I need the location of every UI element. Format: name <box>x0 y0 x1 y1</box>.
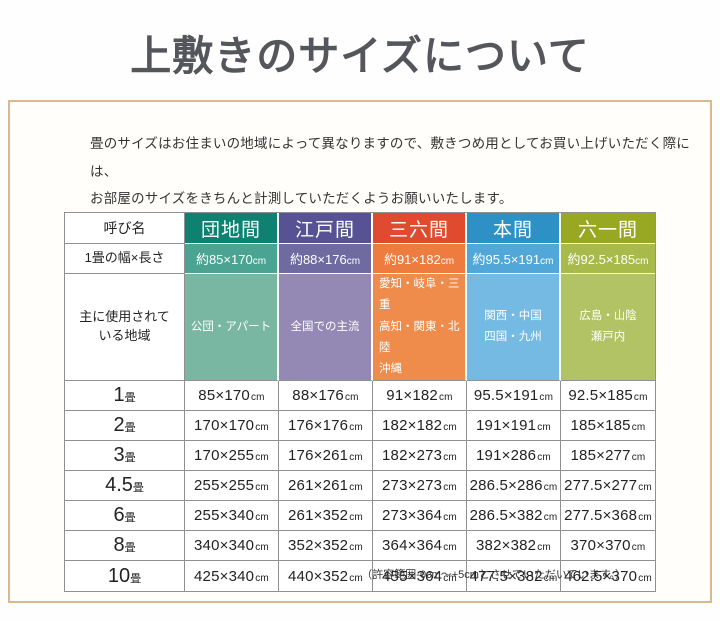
size-value-cell-6-2: 352×352cm <box>279 531 373 562</box>
regions-cell-2: 全国での主流 <box>279 274 373 382</box>
size-value-cell-2-5: 185×185cm <box>561 411 655 442</box>
size-value-cell-3-2: 176×261cm <box>279 441 373 472</box>
row-label-regions: 主に使用されて いる地域 <box>65 274 185 382</box>
mat-count-label-7: 10畳 <box>65 561 185 592</box>
size-value-cell-1-5: 92.5×185cm <box>561 381 655 412</box>
size-value-cell-5-3: 273×364cm <box>373 501 467 532</box>
size-value-cell-1-3: 91×182cm <box>373 381 467 412</box>
table-row: 10畳 425×340cm 440×352cm 455×364cm 477.5×382c… <box>65 561 655 592</box>
size-value-cell-5-4: 286.5×382cm <box>467 501 561 532</box>
size-value-cell-4-3: 273×273cm <box>373 471 467 502</box>
size-value-cell-6-4: 382×382cm <box>467 531 561 562</box>
approx-size-cell-2: 約88×176cm <box>279 244 373 274</box>
column-header-2: 江戸間 <box>279 213 373 244</box>
size-value-cell-1-4: 95.5×191cm <box>467 381 561 412</box>
size-value-cell-2-2: 176×176cm <box>279 411 373 442</box>
regions-cell-5: 広島・山陰 瀬戸内 <box>561 274 655 382</box>
size-value-cell-7-2: 440×352cm <box>279 561 373 592</box>
approx-size-cell-1: 約85×170cm <box>185 244 279 274</box>
approx-size-cell-3: 約91×182cm <box>373 244 467 274</box>
approx-size-cell-4: 約95.5×191cm <box>467 244 561 274</box>
size-value-cell-2-4: 191×191cm <box>467 411 561 442</box>
column-header-1: 団地間 <box>185 213 279 244</box>
size-value-cell-6-3: 364×364cm <box>373 531 467 562</box>
size-value-cell-7-4: 477.5×382cm <box>467 561 561 592</box>
row-label-width-length: 1畳の幅×長さ <box>65 244 185 274</box>
table-row: 4.5畳 255×255cm 261×261cm 273×273cm 286.5×286… <box>65 471 655 502</box>
table-row: 6畳 255×340cm 261×352cm 273×364cm 286.5×382cm… <box>65 501 655 532</box>
size-value-cell-6-1: 340×340cm <box>185 531 279 562</box>
table-row: 呼び名 団地間 江戸間 三六間 本間 六一間 <box>65 213 655 244</box>
size-value-cell-2-1: 170×170cm <box>185 411 279 442</box>
table-row: 2畳 170×170cm 176×176cm 182×182cm 191×191cm 18… <box>65 411 655 442</box>
mat-count-label-4: 4.5畳 <box>65 471 185 502</box>
table-row: 1畳の幅×長さ 約85×170cm 約88×176cm 約91×182cm 約95.5×… <box>65 244 655 274</box>
approx-size-cell-5: 約92.5×185cm <box>561 244 655 274</box>
size-value-cell-3-3: 182×273cm <box>373 441 467 472</box>
size-value-cell-5-5: 277.5×368cm <box>561 501 655 532</box>
mat-count-label-1: 1畳 <box>65 381 185 412</box>
table-row: 主に使用されて いる地域 公団・アパート 全国での主流 愛知・岐阜・三重 高知・関東・北陸… <box>65 274 655 382</box>
size-value-cell-3-1: 170×255cm <box>185 441 279 472</box>
column-header-3: 三六間 <box>373 213 467 244</box>
content-frame: 畳のサイズはお住まいの地域によって異なりますので、敷きつめ用としてお買い上げいた… <box>8 100 712 603</box>
size-value-cell-7-1: 425×340cm <box>185 561 279 592</box>
table-corner-label: 呼び名 <box>65 213 185 244</box>
size-value-cell-1-2: 88×176cm <box>279 381 373 412</box>
mat-count-label-6: 8畳 <box>65 531 185 562</box>
size-value-cell-4-5: 277.5×277cm <box>561 471 655 502</box>
size-value-cell-4-4: 286.5×286cm <box>467 471 561 502</box>
mat-count-label-3: 3畳 <box>65 441 185 472</box>
size-value-cell-6-5: 370×370cm <box>561 531 655 562</box>
size-value-cell-3-4: 191×286cm <box>467 441 561 472</box>
table-row: 8畳 340×340cm 352×352cm 364×364cm 382×382cm 37… <box>65 531 655 562</box>
size-value-cell-7-5: 462.5×370cm <box>561 561 655 592</box>
size-value-cell-4-2: 261×261cm <box>279 471 373 502</box>
regions-cell-3: 愛知・岐阜・三重 高知・関東・北陸 沖縄 <box>373 274 467 382</box>
tolerance-footnote: （許容範囲-0cm～+5cmとさせていただいています。） <box>361 569 626 581</box>
table-row: 1畳 85×170cm 88×176cm 91×182cm 95.5×191cm 92.5… <box>65 381 655 412</box>
intro-line-1: 畳のサイズはお住まいの地域によって異なりますので、敷きつめ用としてお買い上げいた… <box>90 136 690 179</box>
column-header-5: 六一間 <box>561 213 655 244</box>
intro-text: 畳のサイズはお住まいの地域によって異なりますので、敷きつめ用としてお買い上げいた… <box>90 130 710 213</box>
size-value-cell-1-1: 85×170cm <box>185 381 279 412</box>
mat-count-label-2: 2畳 <box>65 411 185 442</box>
size-value-cell-5-2: 261×352cm <box>279 501 373 532</box>
mat-count-label-5: 6畳 <box>65 501 185 532</box>
size-table: 呼び名 団地間 江戸間 三六間 本間 六一間 1畳の幅×長さ 約85×170cm 約88×176… <box>64 212 656 593</box>
table-row: 3畳 170×255cm 176×261cm 182×273cm 191×286cm 18… <box>65 441 655 472</box>
regions-cell-1: 公団・アパート <box>185 274 279 382</box>
regions-cell-4: 関西・中国 四国・九州 <box>467 274 561 382</box>
size-value-cell-4-1: 255×255cm <box>185 471 279 502</box>
column-header-4: 本間 <box>467 213 561 244</box>
page-title: 上敷きのサイズについて <box>130 33 590 79</box>
size-value-cell-5-1: 255×340cm <box>185 501 279 532</box>
size-value-cell-3-5: 185×277cm <box>561 441 655 472</box>
size-value-cell-7-3: 455×364cm <box>373 561 467 592</box>
size-value-cell-2-3: 182×182cm <box>373 411 467 442</box>
intro-line-2: お部屋のサイズをきちんと計測していただくようお願いいたします。 <box>90 191 513 207</box>
